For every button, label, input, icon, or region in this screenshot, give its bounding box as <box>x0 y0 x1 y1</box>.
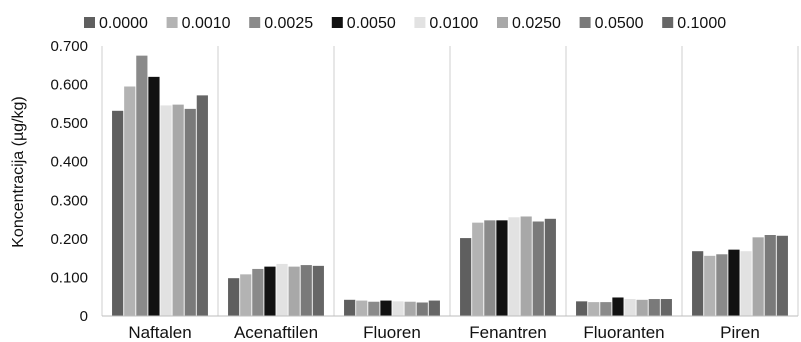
bar <box>276 263 288 316</box>
legend-label: 0.0100 <box>429 15 478 32</box>
bars <box>112 55 788 317</box>
y-axis-ticks: 0 0.100 0.200 0.300 0.400 0.500 0.600 0.700 <box>50 38 88 325</box>
y-tick-label: 0.400 <box>50 154 88 171</box>
bar <box>600 302 612 316</box>
category-label: Fluoren <box>363 323 421 342</box>
legend-label: 0.0250 <box>512 15 561 32</box>
y-tick-label: 0.200 <box>50 231 88 248</box>
bar <box>728 249 740 316</box>
bar <box>416 302 428 316</box>
bar <box>612 297 624 316</box>
category-labels: Naftalen Acenaftilen Fluoren Fenantren Fluor… <box>128 323 760 342</box>
bar <box>704 255 716 316</box>
bar <box>428 300 440 316</box>
legend-label: 0.0050 <box>347 15 396 32</box>
legend-label: 0.0010 <box>182 15 231 32</box>
y-tick-label: 0.300 <box>50 192 88 209</box>
bar <box>484 220 496 316</box>
bar <box>520 216 532 316</box>
bar <box>588 302 600 316</box>
bar <box>368 301 380 316</box>
y-tick-label: 0.500 <box>50 115 88 132</box>
bar <box>692 251 704 316</box>
y-tick-label: 0 <box>80 308 88 325</box>
legend-label: 0.0025 <box>264 15 313 32</box>
bar <box>576 301 588 316</box>
bar <box>184 108 196 316</box>
legend-label: 0.0000 <box>99 15 148 32</box>
bar <box>624 299 636 316</box>
legend-swatch <box>497 17 508 28</box>
legend-swatch <box>579 17 591 28</box>
y-axis-label: Koncentracija (µg/kg) <box>10 96 27 248</box>
bar <box>508 217 520 316</box>
bar <box>288 266 300 316</box>
category-label: Acenaftilen <box>234 323 318 342</box>
bar <box>344 299 356 316</box>
legend-swatch <box>662 17 674 28</box>
legend-swatch <box>166 17 178 28</box>
category-label: Naftalen <box>128 323 191 342</box>
legend-label: 0.1000 <box>677 15 726 32</box>
category-separators <box>101 46 799 316</box>
bar <box>136 55 148 317</box>
bar <box>776 235 788 316</box>
category-label: Piren <box>720 323 760 342</box>
bar <box>300 265 312 316</box>
bar <box>460 238 472 316</box>
legend-swatch <box>331 17 343 28</box>
bar <box>740 251 752 316</box>
bar <box>636 299 648 316</box>
y-tick-label: 0.700 <box>50 38 88 55</box>
legend-swatch <box>414 17 426 28</box>
bar <box>496 220 508 316</box>
y-tick-label: 0.100 <box>50 269 88 286</box>
bar <box>356 300 368 316</box>
legend-swatch <box>84 17 95 28</box>
bar <box>148 76 160 316</box>
bar <box>124 86 136 316</box>
legend-swatch <box>249 17 261 28</box>
bar <box>392 301 404 316</box>
bar <box>380 300 392 316</box>
bar <box>764 235 776 316</box>
category-label: Fluoranten <box>583 323 664 342</box>
bar <box>648 299 660 316</box>
bar <box>472 222 484 316</box>
bar <box>404 301 416 316</box>
bar <box>660 299 672 316</box>
bar <box>228 278 240 316</box>
bar <box>252 268 264 316</box>
bar <box>160 105 172 317</box>
legend: 0.0000 0.0010 0.0025 0.0050 0.0100 0.0250 0.05… <box>84 15 726 32</box>
bar <box>716 254 728 316</box>
bar <box>532 221 544 316</box>
bar <box>196 95 208 316</box>
legend-label: 0.0500 <box>595 15 644 32</box>
bar <box>752 237 764 316</box>
bar <box>264 266 276 316</box>
bar <box>240 274 252 316</box>
y-tick-label: 0.600 <box>50 77 88 94</box>
bar <box>312 265 324 316</box>
category-label: Fenantren <box>469 323 547 342</box>
bar <box>544 218 556 316</box>
bar <box>172 104 184 316</box>
bar <box>112 110 124 316</box>
